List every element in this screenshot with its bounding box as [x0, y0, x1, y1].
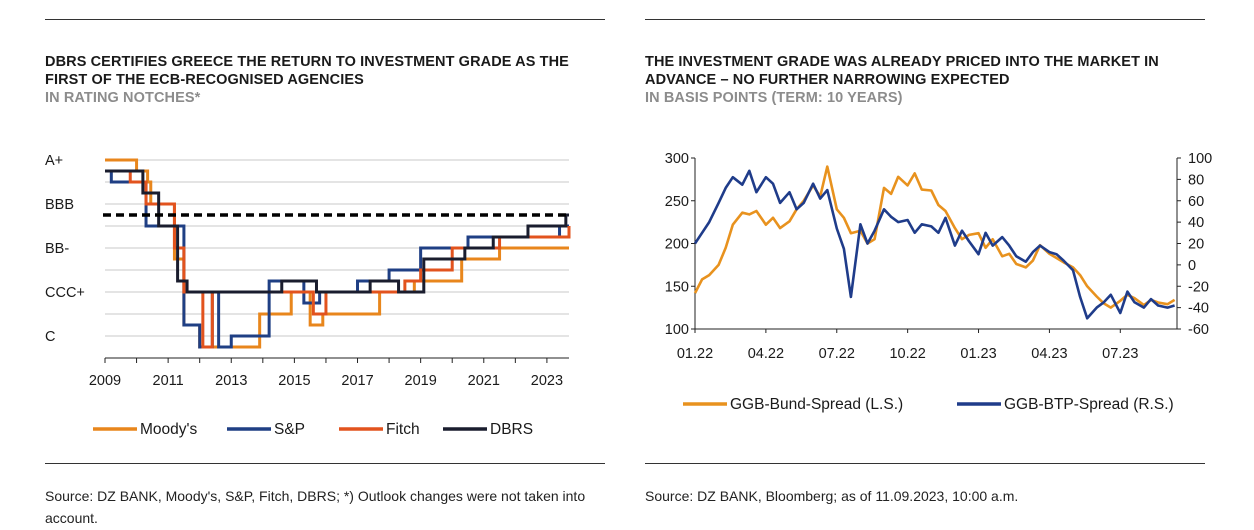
chart-title-text: DBRS CERTIFIES GREECE THE RETURN TO INVE…	[45, 54, 569, 88]
series-line-bund-spread	[693, 165, 1176, 309]
spread-chart: 300250200150100100806040200-20-40-6001.2…	[665, 151, 1212, 413]
x-tick-label: 07.22	[819, 346, 855, 362]
x-tick-label: 07.23	[1102, 346, 1138, 362]
chart-subtitle: IN RATING NOTCHES*	[45, 90, 201, 106]
y-right-tick-label: 20	[1188, 237, 1204, 253]
y-right-tick-label: -20	[1188, 279, 1209, 295]
x-tick-label: 2013	[215, 373, 247, 389]
x-tick-label: 2021	[468, 373, 500, 389]
series-line-btp-spread	[693, 169, 1175, 320]
legend-label: Fitch	[386, 421, 420, 438]
y-tick-label: BBB	[45, 197, 74, 213]
y-left-tick-label: 300	[665, 151, 689, 167]
x-tick-label: 2009	[89, 373, 121, 389]
top-divider	[45, 19, 605, 20]
top-divider	[645, 19, 1205, 20]
rating-chart: A+ BBB BB- CCC+ C 2009 2011 2013 2015 2017 2019 202…	[45, 153, 571, 438]
legend-label: DBRS	[490, 421, 533, 438]
y-right-tick-label: -60	[1188, 322, 1209, 338]
y-left-tick-label: 250	[665, 194, 689, 210]
bottom-divider	[45, 463, 605, 464]
y-right-tick-label: 40	[1188, 215, 1204, 231]
legend-label: Moody's	[140, 421, 197, 438]
spread-chart-panel: THE INVESTMENT GRADE WAS ALREADY PRICED …	[645, 0, 1212, 530]
legend-label: S&P	[274, 421, 305, 438]
source-note: Source: DZ BANK, Bloomberg; as of 11.09.…	[645, 488, 1019, 504]
series-line-dbrs	[105, 169, 569, 294]
y-right-tick-label: 60	[1188, 194, 1204, 210]
y-right-tick-label: 80	[1188, 172, 1204, 188]
y-tick-label: BB-	[45, 241, 69, 257]
x-tick-label: 10.22	[889, 346, 925, 362]
y-left-tick-label: 150	[665, 279, 689, 295]
y-tick-label: C	[45, 329, 55, 345]
series-line-fitch	[105, 169, 571, 349]
x-tick-label: 01.23	[960, 346, 996, 362]
chart-subtitle: IN BASIS POINTS (TERM: 10 YEARS)	[645, 90, 903, 106]
y-tick-label: CCC+	[45, 285, 85, 301]
chart-title: DBRS CERTIFIES GREECE THE RETURN TO INVE…	[45, 53, 605, 107]
chart-title: THE INVESTMENT GRADE WAS ALREADY PRICED …	[645, 53, 1205, 107]
y-right-tick-label: 100	[1188, 151, 1212, 167]
y-tick-label: A+	[45, 153, 63, 169]
x-tick-label: 2015	[278, 373, 310, 389]
y-right-tick-label: -40	[1188, 301, 1209, 317]
x-tick-label: 04.23	[1031, 346, 1067, 362]
series-line-moodys	[105, 158, 569, 349]
x-tick-label: 04.22	[748, 346, 784, 362]
source-note: Source: DZ BANK, Moody's, S&P, Fitch, DB…	[45, 488, 586, 526]
bottom-divider	[645, 463, 1205, 464]
chart-title-text: THE INVESTMENT GRADE WAS ALREADY PRICED …	[645, 54, 1159, 88]
x-tick-label: 2017	[341, 373, 373, 389]
y-left-tick-label: 100	[665, 322, 689, 338]
y-right-tick-label: 0	[1188, 258, 1196, 274]
x-tick-label: 2011	[153, 373, 184, 389]
x-tick-label: 01.22	[677, 346, 713, 362]
x-tick-label: 2019	[405, 373, 437, 389]
x-tick-label: 2023	[531, 373, 563, 389]
rating-chart-panel: DBRS CERTIFIES GREECE THE RETURN TO INVE…	[45, 0, 605, 530]
y-left-tick-label: 200	[665, 237, 689, 253]
legend-label: GGB-Bund-Spread (L.S.)	[730, 396, 903, 413]
legend-label: GGB-BTP-Spread (R.S.)	[1004, 396, 1174, 413]
